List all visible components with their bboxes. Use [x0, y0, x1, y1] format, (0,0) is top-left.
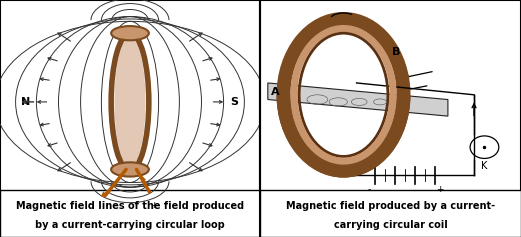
- Bar: [0, 190, 260, 237]
- Text: -: -: [88, 201, 91, 210]
- Text: by a current-carrying circular loop: by a current-carrying circular loop: [35, 220, 225, 230]
- Text: carrying circular coil: carrying circular coil: [333, 220, 448, 230]
- Text: K: K: [481, 161, 488, 171]
- Text: A: A: [271, 87, 280, 97]
- Ellipse shape: [111, 162, 149, 177]
- Text: S: S: [230, 97, 238, 107]
- Bar: [260, 190, 521, 237]
- Polygon shape: [268, 83, 448, 116]
- Text: B: B: [391, 47, 400, 57]
- Text: N: N: [21, 97, 31, 107]
- Text: -: -: [368, 185, 371, 194]
- Ellipse shape: [111, 26, 149, 40]
- Text: Magnetic field lines of the field produced: Magnetic field lines of the field produc…: [16, 201, 244, 211]
- Text: +: +: [150, 201, 157, 210]
- Text: +: +: [436, 185, 444, 194]
- Text: Magnetic field produced by a current-: Magnetic field produced by a current-: [286, 201, 495, 211]
- Ellipse shape: [115, 37, 145, 167]
